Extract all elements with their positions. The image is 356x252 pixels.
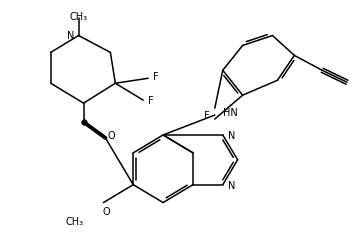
Text: O: O: [108, 131, 115, 141]
Text: O: O: [103, 207, 110, 216]
Text: CH₃: CH₃: [66, 217, 84, 228]
Text: N: N: [228, 131, 235, 141]
Text: CH₃: CH₃: [69, 12, 88, 22]
Text: N: N: [67, 32, 74, 42]
Text: HN: HN: [223, 108, 237, 118]
Text: N: N: [228, 181, 235, 191]
Text: F: F: [148, 96, 154, 106]
Text: F: F: [204, 111, 210, 121]
Text: F: F: [153, 72, 159, 82]
